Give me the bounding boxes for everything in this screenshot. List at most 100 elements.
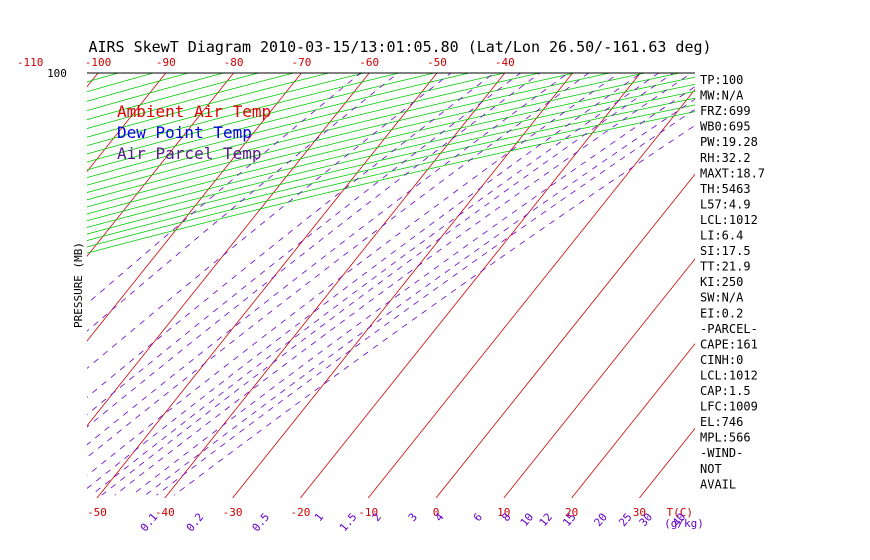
temp-tick-label-top: -40 <box>495 56 515 69</box>
temp-tick-label-top: -50 <box>427 56 447 69</box>
mixing-ratio-label: 1.5 <box>337 511 360 535</box>
moist-adiabat-line <box>206 0 870 12</box>
dry-adiabat-line <box>87 111 695 254</box>
dry-adiabat-line <box>87 73 470 171</box>
moist-adiabat-line <box>458 0 870 22</box>
mixing-ratio-line <box>114 73 693 496</box>
dry-adiabat-line <box>87 76 695 222</box>
isotherm-line <box>503 258 695 498</box>
isotherm-line <box>96 73 438 498</box>
dry-adiabat-line <box>87 73 400 155</box>
dry-adiabat-line <box>87 73 505 179</box>
index-entry: L57:4.9 <box>700 197 751 211</box>
dry-adiabat-line <box>87 104 695 248</box>
mixing-ratio-line <box>156 108 695 496</box>
dry-adiabat-line <box>87 97 695 241</box>
dry-adiabat-line <box>87 73 610 201</box>
index-entry: AVAIL <box>700 477 736 491</box>
dry-adiabat-line <box>0 73 13 497</box>
dry-adiabat-line <box>87 73 540 186</box>
temp-tick-label-bottom: 10 <box>497 506 510 519</box>
mixing-ratio-unit-label: (g/kg) <box>664 517 704 530</box>
index-entry: KI:250 <box>700 275 743 289</box>
mixing-ratio-label: 20 <box>591 511 609 530</box>
mixing-ratio-label: 0.2 <box>184 511 207 535</box>
dry-adiabat-line <box>87 73 680 215</box>
mixing-ratio-line <box>87 73 495 398</box>
mixing-ratio-line <box>131 86 695 496</box>
temp-unit-label: T(C) <box>667 506 694 519</box>
mixing-ratio-line <box>101 73 674 496</box>
mixing-ratio-label: 4 <box>432 510 446 524</box>
background-grid <box>0 0 870 498</box>
index-entry: EL:746 <box>700 415 743 429</box>
mixing-ratio-line <box>174 124 695 496</box>
temp-tick-label-top: -60 <box>359 56 379 69</box>
mixing-ratio-label: 12 <box>537 511 555 530</box>
mixing-ratio-label: 0.5 <box>249 511 272 535</box>
moist-adiabat-line <box>231 0 870 22</box>
temp-tick-label-bottom: 0 <box>433 506 440 519</box>
temp-tick-label-top: -70 <box>291 56 311 69</box>
y-axis-title: PRESSURE (MB) <box>72 242 85 328</box>
isotherm-line <box>87 73 302 342</box>
moist-adiabat-line <box>350 0 870 22</box>
index-entry: MW:N/A <box>700 89 744 103</box>
temp-tick-label-bottom: -10 <box>358 506 378 519</box>
index-entry: RH:32.2 <box>700 151 751 165</box>
dry-adiabat-line <box>87 73 435 163</box>
chart-title: AIRS SkewT Diagram 2010-03-15/13:01:05.8… <box>88 38 711 56</box>
moist-adiabat-line <box>521 0 870 22</box>
dry-adiabat-line <box>0 73 48 497</box>
pressure-tick-label: 100 <box>47 67 67 80</box>
mixing-ratio-label: 3 <box>406 511 420 524</box>
temp-tick-label-top: -110 <box>17 56 44 69</box>
isotherm-line <box>367 88 695 498</box>
legend-entry: Dew Point Temp <box>117 123 252 142</box>
index-entry: CAP:1.5 <box>700 384 751 398</box>
mixing-ratio-line <box>87 73 590 458</box>
mixing-ratio-line <box>87 73 569 446</box>
isotherm-line <box>435 173 695 498</box>
legend-entry: Ambient Air Temp <box>117 102 271 121</box>
mixing-ratio-line <box>87 73 399 332</box>
dry-adiabat-line <box>87 90 695 235</box>
temp-tick-label-bottom: -50 <box>87 506 107 519</box>
index-entry: TP:100 <box>700 73 743 87</box>
index-entry: -WIND- <box>700 446 743 460</box>
mixing-ratio-line <box>87 73 452 369</box>
isobar-lines <box>87 72 695 74</box>
moist-adiabat-line <box>200 0 870 22</box>
dry-adiabat-line <box>87 73 364 147</box>
temp-tick-label-top: -90 <box>156 56 176 69</box>
index-entry: LCL:1012 <box>700 368 758 382</box>
dry-adiabat-line <box>87 73 645 208</box>
temp-tick-label-bottom: 30 <box>633 506 646 519</box>
index-entry: SI:17.5 <box>700 244 751 258</box>
index-entry: SW:N/A <box>700 291 744 305</box>
profile-ambient <box>260 73 262 74</box>
mixing-ratio-label: 6 <box>471 511 485 524</box>
moist-adiabat-line <box>400 0 870 22</box>
isotherm-line <box>0 73 30 498</box>
moist-adiabat-line <box>305 0 870 22</box>
temp-tick-label-bottom: 20 <box>565 506 578 519</box>
index-entry: MPL:566 <box>700 431 751 445</box>
moist-adiabat-line <box>265 0 870 22</box>
dry-adiabat-line <box>87 73 575 193</box>
index-entry: -PARCEL- <box>700 322 758 336</box>
index-entry: CINH:0 <box>700 353 743 367</box>
isotherm-line <box>164 73 506 498</box>
temp-tick-label-bottom: -40 <box>155 506 175 519</box>
mixing-ratio-line <box>90 73 660 496</box>
isotherm-line <box>300 73 641 498</box>
mixing-ratio-label: 1 <box>312 511 326 524</box>
isotherm-line <box>87 73 370 427</box>
index-entry: EI:0.2 <box>700 306 743 320</box>
index-entry: LCL:1012 <box>700 213 758 227</box>
dry-adiabat-line <box>87 73 119 83</box>
isotherm-line <box>775 73 870 498</box>
mixing-ratio-line <box>87 73 620 477</box>
isotherm-line <box>571 343 695 498</box>
